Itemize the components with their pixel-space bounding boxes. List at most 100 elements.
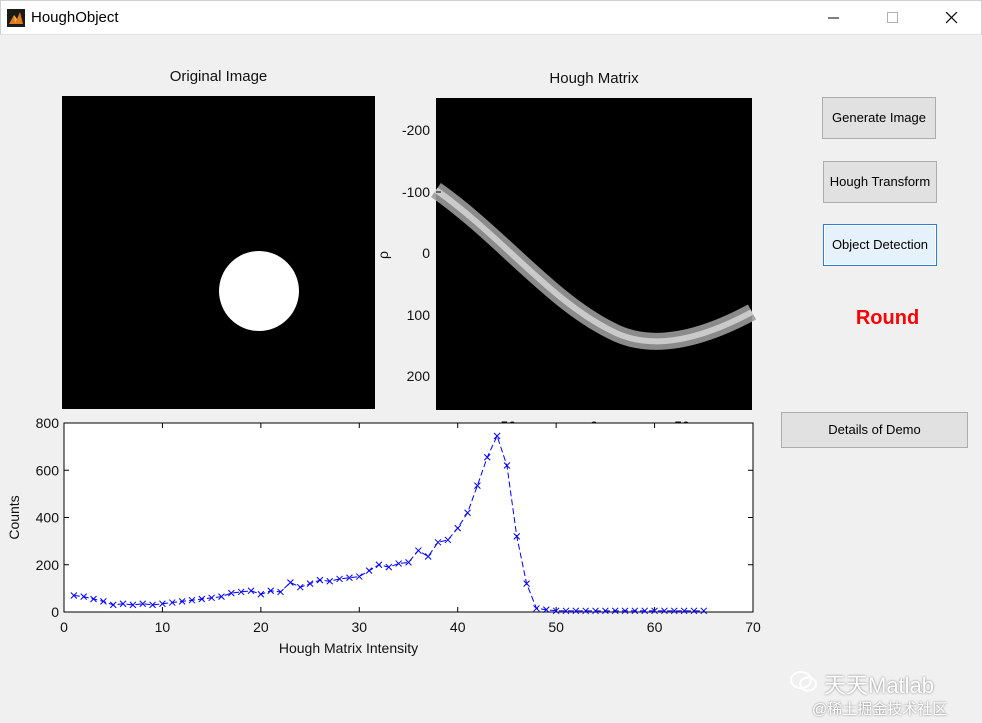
y-tick-label: 0 [51,604,59,620]
object-detection-button[interactable]: Object Detection [823,224,937,266]
data-point-marker [533,605,540,612]
x-tick-label: 60 [647,619,663,635]
data-point-marker [690,607,698,615]
hough-transform-button[interactable]: Hough Transform [823,161,937,203]
data-point-marker [227,589,235,597]
details-of-demo-label: Details of Demo [828,422,921,437]
hough-transform-label: Hough Transform [829,174,931,189]
data-point-marker [523,580,530,588]
data-point-marker [296,583,304,591]
x-tick-label: 20 [253,619,269,635]
histogram-plot-area [63,422,754,613]
data-point-marker [119,600,127,608]
maximize-button[interactable] [870,1,916,34]
y-tick-label: 800 [36,415,60,431]
window-titlebar: HoughObject [0,0,982,35]
data-point-marker [542,606,550,613]
data-point-marker [483,453,491,461]
close-button[interactable] [929,1,975,34]
data-point-marker [661,607,668,615]
hough-xtick: 0 [590,418,598,426]
hough-ylabel: ρ [380,251,391,259]
data-point-marker [621,607,629,615]
data-point-marker [247,587,255,595]
data-point-marker [414,547,422,554]
hough-yticks: -200 -100 0 100 200 [402,122,441,384]
round-object [219,251,299,331]
maximize-icon [887,12,898,23]
data-point-marker [631,607,639,615]
hough-xtick: -50 [496,418,516,426]
matlab-logo-icon [7,9,25,27]
data-point-marker [109,601,117,609]
data-point-marker [513,533,521,540]
hough-matrix-axes: -200 -100 0 100 200 ρ -50 0 50 [380,98,757,426]
data-point-marker [188,596,196,604]
hough-ytick: 200 [407,368,431,384]
data-point-marker [464,509,471,517]
data-point-marker [208,594,215,602]
data-point-marker [267,587,275,595]
details-of-demo-button[interactable]: Details of Demo [781,412,968,448]
data-point-marker [611,607,619,615]
x-tick-label: 30 [351,619,367,635]
data-point-marker [129,601,137,609]
hough-matrix-title: Hough Matrix [549,70,639,87]
data-point-marker [168,599,176,606]
watermark: 天天Matlab @稀土掘金技术社区 [790,668,970,718]
generate-image-button[interactable]: Generate Image [822,97,936,139]
hough-ytick: 0 [422,245,430,261]
hough-ytick: -200 [402,122,430,138]
object-detection-label: Object Detection [831,237,929,252]
x-tick-label: 50 [548,619,564,635]
data-point-marker [178,598,186,605]
data-point-marker [385,563,393,571]
minimize-button[interactable] [811,1,857,34]
data-point-marker [651,607,658,615]
data-point-marker [602,607,609,615]
data-point-marker [503,462,511,469]
data-point-marker [641,607,649,615]
x-axis-label: Hough Matrix Intensity [279,640,418,656]
data-point-marker [454,524,462,532]
data-point-marker [316,576,324,584]
data-point-marker [70,592,78,599]
y-tick-label: 600 [36,462,60,478]
y-tick-label: 200 [36,557,60,573]
data-point-marker [100,598,107,605]
data-point-marker [444,536,452,544]
watermark-community: @稀土掘金技术社区 [812,701,948,718]
x-tick-label: 0 [60,619,68,635]
close-icon [946,12,958,24]
data-point-marker [552,607,560,615]
data-point-marker [198,595,206,603]
data-point-marker [670,607,678,615]
data-point-marker [424,553,432,560]
hough-xtick: 50 [674,418,690,426]
data-point-marker [365,567,373,575]
detection-result-label: Round [855,307,920,329]
hough-ytick: 100 [407,307,431,323]
data-point-marker [237,588,245,596]
generate-image-label: Generate Image [832,110,926,125]
window-title: HoughObject [31,9,119,26]
data-point-marker [218,593,225,600]
data-point-marker [326,577,334,585]
data-point-marker [434,538,442,546]
y-axis-label: Counts [6,495,22,539]
x-tick-label: 70 [745,619,761,635]
x-tick-label: 10 [155,619,171,635]
data-point-marker [306,580,314,588]
data-point-marker [336,575,343,583]
data-point-marker [474,482,481,489]
data-point-marker [287,579,294,586]
data-point-marker [572,607,580,615]
y-tick-label: 400 [36,510,60,526]
hough-ytick: -100 [402,184,430,200]
data-point-marker [90,595,97,603]
data-point-marker [80,593,88,600]
data-point-marker [277,588,284,596]
data-point-marker [375,561,383,569]
original-image-title: Original Image [169,68,268,85]
data-point-marker [355,573,363,580]
